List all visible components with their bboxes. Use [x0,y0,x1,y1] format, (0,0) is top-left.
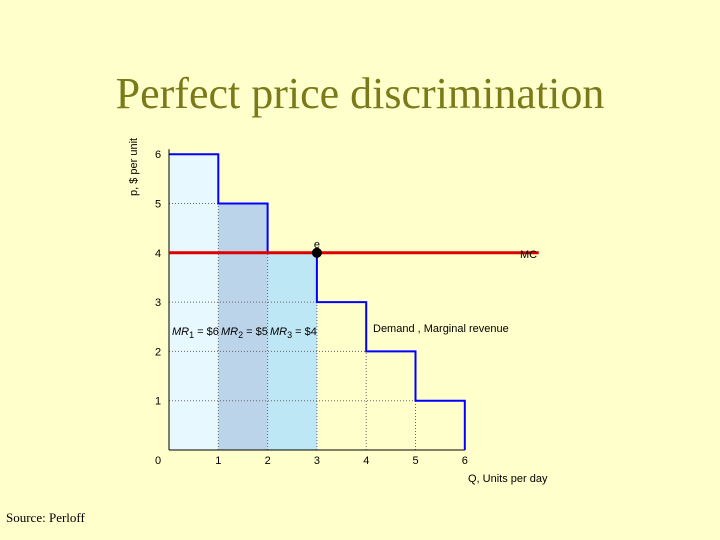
mr-bar-2 [218,203,268,450]
x-tick-label-6: 6 [462,455,468,467]
x-tick-label-0: 0 [155,455,161,467]
source-note: Source: Perloff [6,510,85,525]
x-tick-label-2: 2 [265,455,271,467]
slide-title: Perfect price discrimination [115,69,605,118]
x-tick-label-5: 5 [413,455,419,467]
y-tick-labels: 1 2 3 4 5 6 [155,149,161,408]
mc-label: MC [520,249,537,261]
mr-labels: MR1 = $6 MR2 = $5 MR3 = $4 [172,326,317,340]
y-tick-label-6: 6 [155,149,161,161]
mr-label-3: MR3 = $4 [270,326,317,340]
x-tick-label-3: 3 [314,455,320,467]
x-axis-label: Q, Units per day [468,473,548,485]
x-tick-label-1: 1 [215,455,221,467]
x-tick-labels: 0 1 2 3 4 5 6 [155,455,468,467]
x-tick-label-4: 4 [363,455,369,467]
mr-label-2: MR2 = $5 [221,326,268,340]
demand-curve [169,153,466,450]
point-e-label: e [314,239,320,251]
mr-label-1: MR1 = $6 [172,326,219,340]
y-tick-label-2: 2 [155,346,161,358]
demand-label: Demand , Marginal revenue [373,323,509,335]
surplus-bars [169,154,317,450]
y-tick-label-4: 4 [155,248,161,260]
y-tick-label-3: 3 [155,297,161,309]
y-tick-label-5: 5 [155,199,161,211]
y-tick-label-1: 1 [155,396,161,408]
point-e [311,247,322,258]
